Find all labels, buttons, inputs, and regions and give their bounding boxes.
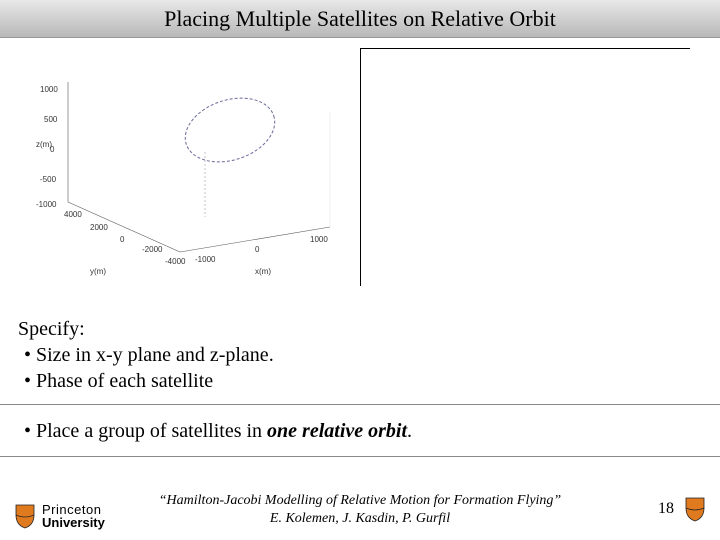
- x-tick: -1000: [195, 255, 216, 264]
- bullet3-suffix: .: [407, 420, 412, 442]
- x-tick: 0: [255, 245, 260, 254]
- y-tick: -4000: [165, 257, 186, 266]
- specify-heading: Specify:: [18, 318, 85, 341]
- y-axis-label: y(m): [90, 267, 106, 276]
- y-tick: 0: [120, 235, 125, 244]
- slide-title: Placing Multiple Satellites on Relative …: [164, 6, 556, 32]
- footer: Princeton University “Hamilton-Jacobi Mo…: [0, 482, 720, 540]
- relative-orbit-ellipse: [177, 87, 283, 172]
- bullet-place-group: • Place a group of satellites in one rel…: [24, 420, 412, 443]
- page-number: 18: [658, 500, 674, 518]
- x-axis-label: x(m): [255, 267, 271, 276]
- princeton-shield-icon: [684, 496, 706, 522]
- divider-2: [0, 456, 720, 457]
- plot-frame-right: [360, 48, 361, 286]
- z-tick: -1000: [36, 200, 57, 209]
- paper-title: “Hamilton-Jacobi Modelling of Relative M…: [0, 492, 720, 510]
- bullet-size: • Size in x-y plane and z-plane.: [24, 344, 274, 367]
- y-tick: -2000: [142, 245, 163, 254]
- z-tick: -500: [40, 175, 57, 184]
- z-tick: 500: [44, 115, 58, 124]
- orbit-3d-plot: 1000 500 0 -500 -1000 z(m) 4000 2000 0 -…: [30, 52, 360, 282]
- title-bar: Placing Multiple Satellites on Relative …: [0, 0, 720, 38]
- z-axis-label: z(m): [36, 140, 52, 149]
- z-tick: 1000: [40, 85, 58, 94]
- y-tick: 2000: [90, 223, 108, 232]
- footer-right: 18: [658, 496, 706, 522]
- footer-citation: “Hamilton-Jacobi Modelling of Relative M…: [0, 492, 720, 528]
- plot-frame-top: [360, 48, 690, 49]
- bullet-phase: • Phase of each satellite: [24, 370, 213, 393]
- bullet3-prefix: • Place a group of satellites in: [24, 420, 267, 442]
- divider-1: [0, 404, 720, 405]
- y-tick: 4000: [64, 210, 82, 219]
- bullet3-emph: one relative orbit: [267, 420, 407, 442]
- x-tick: 1000: [310, 235, 328, 244]
- paper-authors: E. Kolemen, J. Kasdin, P. Gurfil: [0, 510, 720, 528]
